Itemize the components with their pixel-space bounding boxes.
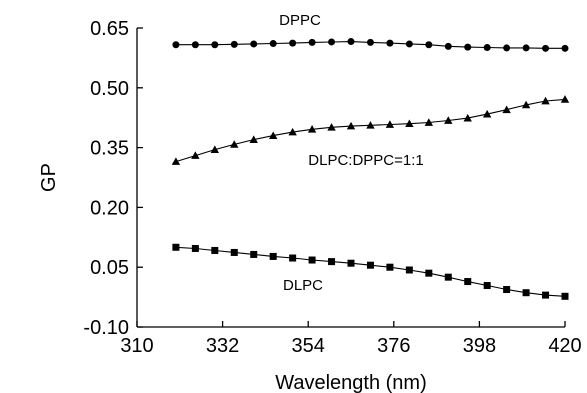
data-point-square <box>542 291 550 299</box>
data-point-square <box>230 248 238 256</box>
data-point-circle <box>522 44 530 52</box>
data-point-triangle <box>210 145 220 153</box>
data-point-triangle <box>171 157 181 165</box>
y-tick-label: -0.10 <box>83 317 129 339</box>
data-point-circle <box>386 39 394 47</box>
data-point-circle <box>483 44 491 52</box>
data-point-circle <box>425 41 433 49</box>
data-point-triangle <box>385 120 395 128</box>
data-point-square <box>561 292 569 300</box>
y-tick-label: 0.05 <box>90 257 129 279</box>
data-point-square <box>328 258 336 266</box>
ticks: -0.10 0.05 0.20 0.35 0.50 0.65 310 332 354 376 398… <box>83 18 581 357</box>
data-point-circle <box>561 44 569 52</box>
data-point-circle <box>250 40 258 48</box>
series-label: DLPC <box>283 277 323 294</box>
data-point-triangle <box>307 125 317 133</box>
data-point-triangle <box>366 121 375 129</box>
data-point-circle <box>405 40 413 48</box>
data-point-triangle <box>230 140 239 148</box>
data-point-square <box>269 252 277 260</box>
data-point-square <box>425 269 433 277</box>
data-point-square <box>308 256 316 264</box>
data-point-triangle <box>521 100 531 109</box>
data-point-triangle <box>560 95 570 103</box>
data-point-circle <box>542 44 550 52</box>
series-layer <box>171 38 570 300</box>
series-square <box>172 243 569 300</box>
axes <box>136 28 565 328</box>
x-tick-label: 310 <box>120 335 153 357</box>
data-point-square <box>386 263 394 271</box>
data-point-circle <box>444 42 452 50</box>
series-circle <box>172 38 569 52</box>
data-point-square <box>191 244 199 252</box>
data-point-square <box>464 278 472 286</box>
data-point-circle <box>503 44 511 52</box>
data-point-triangle <box>405 119 414 128</box>
x-tick-label: 354 <box>292 335 325 357</box>
data-point-square <box>211 246 219 254</box>
data-point-circle <box>328 38 336 46</box>
data-point-triangle <box>191 151 200 159</box>
data-point-triangle <box>541 96 550 105</box>
data-point-circle <box>366 38 374 46</box>
x-axis-title: Wavelength (nm) <box>275 372 427 393</box>
data-point-circle <box>211 41 219 49</box>
series-labels: DPPC DLPC:DPPC=1:1 DLPC <box>279 12 424 294</box>
data-point-triangle <box>346 121 356 130</box>
series-label: DPPC <box>279 12 321 29</box>
y-tick-label: 0.20 <box>90 197 129 219</box>
data-point-circle <box>308 38 316 46</box>
y-tick-label: 0.50 <box>90 78 129 100</box>
x-tick-label: 398 <box>463 335 496 357</box>
data-point-circle <box>191 41 199 49</box>
data-point-circle <box>289 39 297 47</box>
data-point-square <box>483 282 491 290</box>
data-point-triangle <box>288 127 297 136</box>
data-point-circle <box>172 41 180 49</box>
data-point-square <box>522 289 530 297</box>
data-point-triangle <box>424 118 434 126</box>
series-triangle <box>171 95 570 165</box>
series-label: DLPC:DPPC=1:1 <box>308 152 423 169</box>
data-point-triangle <box>444 116 453 124</box>
data-point-circle <box>347 38 355 46</box>
x-tick-label: 420 <box>548 335 581 357</box>
y-tick-label: 0.35 <box>90 138 129 160</box>
data-point-square <box>405 266 413 274</box>
data-point-square <box>250 250 258 258</box>
data-point-square <box>289 254 297 262</box>
data-point-triangle <box>327 123 336 131</box>
data-point-triangle <box>482 109 492 118</box>
y-tick-label: 0.65 <box>90 18 129 40</box>
data-point-square <box>366 261 374 269</box>
data-point-triangle <box>268 131 278 139</box>
data-point-triangle <box>463 113 472 122</box>
data-point-circle <box>269 40 277 48</box>
data-point-triangle <box>249 135 258 143</box>
x-tick-label: 376 <box>377 335 410 357</box>
data-point-square <box>444 273 452 281</box>
x-tick-label: 332 <box>206 335 239 357</box>
y-axis-title: GP <box>38 163 60 192</box>
data-point-circle <box>230 40 238 48</box>
data-point-square <box>347 259 355 267</box>
data-point-square <box>503 286 511 294</box>
data-point-square <box>172 243 180 251</box>
data-point-circle <box>464 43 472 51</box>
data-point-triangle <box>502 105 511 114</box>
